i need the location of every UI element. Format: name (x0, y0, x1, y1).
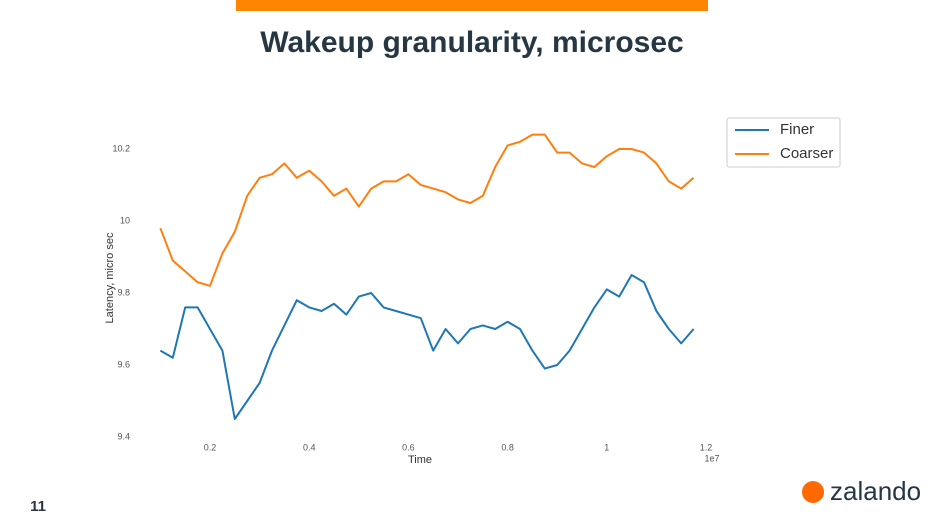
x-axis-label: Time (408, 454, 432, 466)
y-tick-label: 9.4 (117, 431, 130, 441)
x-tick-label: 0.2 (204, 442, 217, 452)
series-line (159, 133, 695, 287)
x-tick-label: 0.6 (402, 442, 415, 452)
legend: Finer Coarser (726, 117, 841, 168)
x-tick-label: 1.2 (700, 442, 713, 452)
x-tick-label: 1 (604, 442, 609, 452)
chart-title: Wakeup granularity, microsec (260, 26, 683, 59)
page-number: 11 (30, 498, 46, 515)
x-tick-label: 0.4 (303, 442, 316, 452)
series-line (159, 274, 695, 420)
y-tick-label: 9.8 (117, 287, 130, 297)
legend-label: Coarser (780, 145, 833, 162)
logo: zalando (802, 476, 921, 506)
x-tick-label: 0.8 (501, 442, 514, 452)
logo-icon (802, 481, 824, 503)
y-axis-label: Latency, micro sec (104, 232, 116, 323)
x-offset-label: 1e7 (704, 453, 719, 463)
logo-text: zalando (830, 476, 921, 506)
top-bar (236, 0, 708, 11)
y-tick-label: 10 (120, 215, 130, 225)
y-tick-label: 9.6 (117, 359, 130, 369)
y-tick-label: 10.2 (112, 143, 130, 153)
legend-label: Finer (780, 121, 814, 138)
